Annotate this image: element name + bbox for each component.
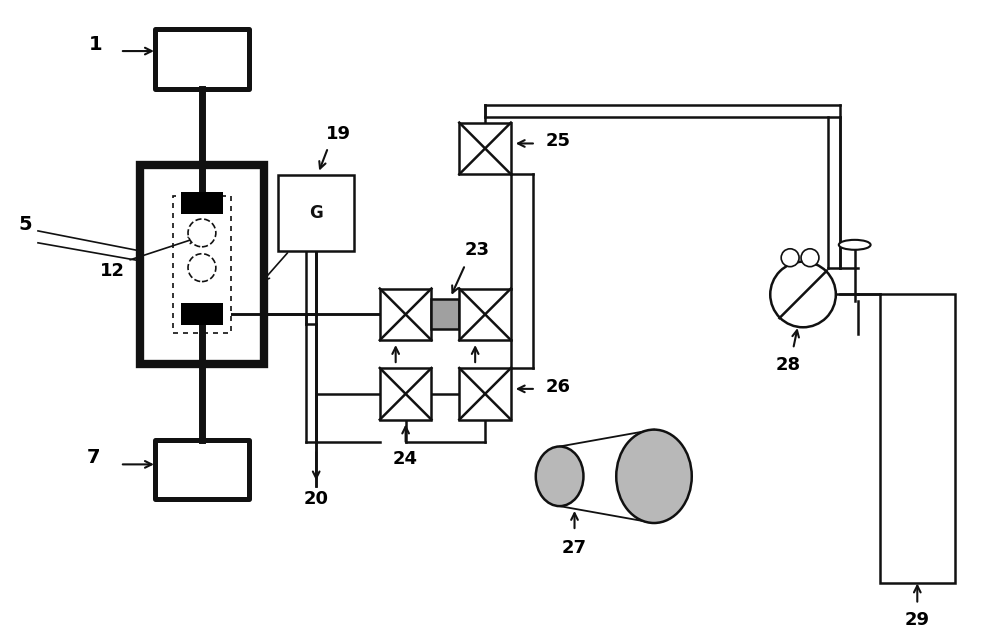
Text: 21: 21 [385,369,410,387]
Bar [173,196,231,333]
Text: 29: 29 [905,611,930,629]
Text: 27: 27 [562,539,587,557]
Text: 12: 12 [100,261,125,280]
Circle shape [801,249,819,266]
Text: G: G [309,204,323,222]
Bar [459,123,511,174]
Bar [181,303,223,325]
Text: 1: 1 [88,35,102,54]
Bar [155,439,249,499]
Text: 11: 11 [289,231,314,249]
Bar [459,289,511,340]
Text: 7: 7 [86,448,100,467]
Ellipse shape [536,446,583,506]
Text: 24: 24 [393,451,418,468]
Bar [155,29,249,89]
Bar [181,192,223,214]
Circle shape [188,254,216,282]
Ellipse shape [839,240,871,250]
Bar [880,294,955,582]
Text: 26: 26 [546,378,571,396]
Bar [380,289,431,340]
Bar [140,165,264,364]
Bar [278,175,354,251]
Ellipse shape [616,430,692,523]
Bar [431,299,459,329]
Circle shape [781,249,799,266]
Text: 5: 5 [18,215,32,234]
Circle shape [770,261,836,327]
Text: 28: 28 [776,356,801,374]
Text: 25: 25 [546,132,571,151]
Circle shape [188,219,216,247]
Text: 20: 20 [304,490,329,508]
Text: 19: 19 [326,125,351,142]
Text: 22: 22 [465,369,490,387]
Bar [380,368,431,420]
Bar [459,368,511,420]
Text: 23: 23 [465,241,490,259]
